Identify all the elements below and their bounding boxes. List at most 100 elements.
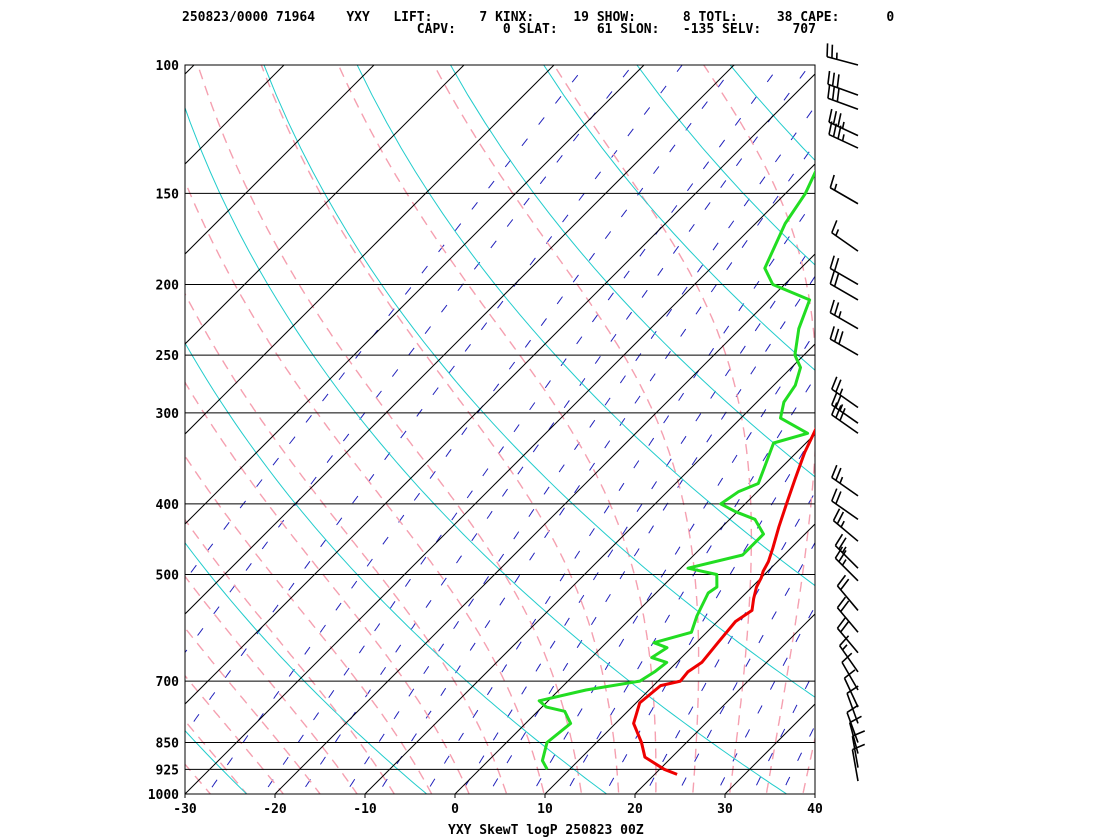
wind-barb-flag — [833, 302, 840, 316]
moist-adiabat-line — [185, 380, 470, 794]
wind-barb-staff — [827, 97, 859, 111]
sounding-series — [537, 169, 815, 776]
pressure-tick-label: 700 — [156, 675, 180, 690]
moist-adiabat-line — [185, 454, 433, 794]
wind-barb-flag — [833, 273, 840, 287]
wind-barb-flag — [829, 255, 835, 269]
wind-barb-flag — [835, 405, 842, 419]
wind-barb-flag — [828, 121, 833, 135]
wind-barb-staff — [841, 661, 859, 691]
wind-barb — [836, 617, 859, 654]
wind-barb-flag — [837, 113, 842, 127]
temperature-tick-label: -10 — [353, 802, 377, 817]
wind-barb-staff — [829, 267, 859, 286]
wind-barb — [831, 392, 859, 424]
mixing-ratio-line — [262, 65, 781, 794]
mixing-ratio-line — [715, 605, 815, 794]
moist-adiabat-line — [185, 292, 508, 794]
moist-adiabat-line — [197, 65, 583, 794]
wind-barb-flag — [837, 125, 842, 139]
wind-barb-flag — [836, 574, 847, 587]
moist-adiabat-line — [260, 65, 620, 794]
isotherm-line — [185, 65, 285, 165]
mixing-ratio-line — [487, 275, 815, 794]
isotherm-line — [364, 343, 815, 794]
temperature-tick-label: 10 — [537, 802, 553, 817]
wind-barb-flag — [827, 70, 831, 85]
wind-barb-flag — [831, 464, 838, 478]
wind-barb-flag — [843, 669, 856, 679]
isotherm-line — [544, 523, 815, 794]
mixing-ratio-line — [185, 65, 683, 735]
isobars — [185, 64, 815, 795]
dry-adiabat-line — [917, 65, 1120, 794]
moist-adiabat-line — [185, 719, 248, 794]
mixing-ratio-line — [344, 105, 815, 794]
wind-barb-flag — [831, 86, 836, 101]
temperature-tick-labels: -30 -20 -10 0 10 20 30 40 — [173, 794, 823, 817]
mixing-ratio-line — [300, 65, 811, 794]
wind-barb-flag — [838, 549, 847, 563]
wind-barb-flag — [836, 617, 847, 629]
wind-barb-flag — [833, 328, 840, 342]
wind-barb-staff — [831, 500, 859, 521]
pressure-tick-label: 250 — [156, 349, 180, 364]
wind-barb — [836, 574, 859, 611]
wind-barb — [831, 220, 859, 252]
wind-barb-staff — [846, 712, 859, 743]
isotherm-line — [0, 65, 14, 794]
wind-barb-flag — [846, 704, 859, 714]
isotherm-line — [454, 433, 815, 794]
pressure-tick-label: 1000 — [148, 788, 179, 803]
wind-barb-flag — [846, 685, 859, 694]
wind-barb-flag — [828, 108, 833, 123]
wind-barb-staff — [851, 749, 859, 782]
wind-barb-flag — [834, 533, 844, 546]
wind-barb — [829, 174, 859, 205]
wind-barb — [829, 270, 859, 301]
moist-adiabat-line — [703, 65, 815, 794]
temperature-tick-label: 30 — [717, 802, 733, 817]
pressure-tick-label: 300 — [156, 407, 180, 422]
temperature-tick-label: -30 — [173, 802, 197, 817]
wind-barb-flag — [835, 395, 842, 409]
isotherm-line — [0, 65, 104, 794]
wind-barb — [838, 635, 859, 673]
isotherm-line — [724, 703, 815, 794]
wind-barb-flag — [832, 123, 838, 137]
wind-barb-flag — [831, 376, 838, 390]
moist-adiabat-line — [185, 179, 545, 794]
wind-barb — [826, 43, 859, 66]
wind-barb — [829, 299, 859, 330]
temperature-tick-label: -20 — [263, 802, 287, 817]
temperature-tick-label: 0 — [451, 802, 459, 817]
isotherm-line — [185, 65, 735, 615]
dry-adiabat-line — [185, 106, 787, 794]
wind-barb — [832, 508, 859, 542]
wind-barb — [829, 326, 859, 356]
wind-barb-flag — [829, 326, 835, 340]
wind-barb-flag — [831, 220, 838, 234]
wind-barb-flag — [832, 111, 838, 125]
wind-barb-staff — [829, 187, 859, 205]
pressure-tick-label: 500 — [156, 569, 180, 584]
wind-barb-flag — [831, 402, 838, 416]
isotherm-line — [274, 253, 815, 794]
mixing-ratio-line — [644, 491, 815, 794]
pressure-tick-label: 925 — [156, 763, 179, 778]
wind-barb-half-flag — [839, 404, 844, 411]
wind-barb-half-flag — [841, 644, 848, 651]
isotherm-line — [634, 613, 815, 794]
wind-barb-flag — [835, 467, 842, 481]
wind-barb — [828, 108, 859, 137]
isotherm-line — [905, 65, 1120, 794]
mixing-ratio-line — [459, 240, 815, 794]
wind-barb-flag — [831, 72, 836, 87]
wind-barb — [827, 84, 859, 111]
wind-barb-flag — [852, 730, 866, 737]
wind-barb-staff — [832, 520, 859, 542]
moist-adiabat-line — [836, 65, 1002, 809]
wind-barb-staff — [828, 121, 859, 137]
wind-barb-staff — [851, 735, 859, 768]
wind-barb-flag — [836, 74, 840, 88]
